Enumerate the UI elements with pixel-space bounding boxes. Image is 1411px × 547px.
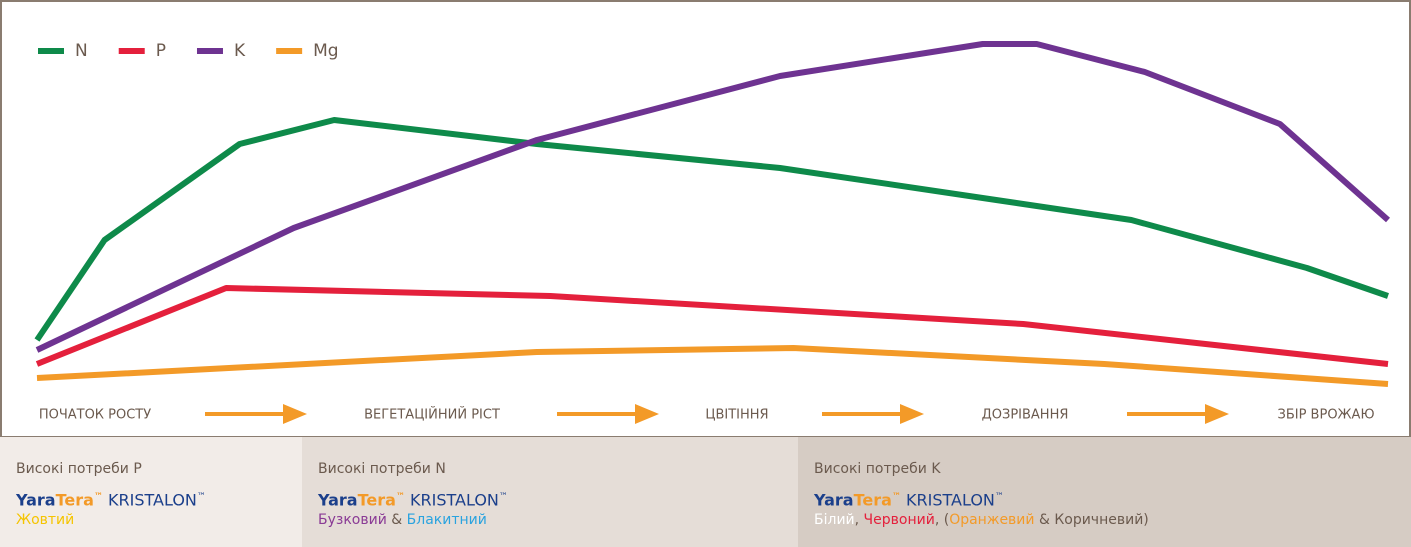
brand-kristalon: KRISTALON [108, 490, 197, 510]
brand-tm: ™ [395, 492, 405, 502]
brand-yara: Yara [814, 490, 854, 510]
brand-tera: Tera [55, 490, 94, 510]
series-line [34, 117, 1389, 342]
panel: Високі потреби N YaraTera™ KRISTALON™ Бузк… [302, 437, 798, 547]
series-line [36, 345, 1389, 387]
brand-tm: ™ [498, 492, 508, 502]
arrow-head [900, 404, 924, 424]
frame [0, 0, 1411, 437]
panel-heading: Високі потреби K [814, 461, 941, 477]
color-name: & [386, 512, 407, 529]
color-name: Білий [814, 512, 855, 529]
legend-label: N [75, 41, 88, 61]
brand: YaraTera™ KRISTALON™ [318, 487, 798, 510]
brand: YaraTera™ KRISTALON™ [16, 487, 302, 510]
color-name: Блакитний [406, 512, 487, 529]
color-line: Білий, Червоний, (Оранжевий & Коричневий… [814, 510, 1411, 530]
brand-tera: Tera [853, 490, 892, 510]
color-name: & Коричневий) [1034, 512, 1149, 529]
stage-label: ЦВІТІННЯ [705, 408, 768, 423]
panel: Високі потреби P YaraTera™ KRISTALON™ Жовт… [0, 437, 302, 547]
series-line [35, 41, 1390, 353]
brand-kristalon: KRISTALON [410, 490, 499, 510]
color-name: , ( [934, 512, 950, 529]
stage-label: ПОЧАТОК РОСТУ [39, 408, 151, 423]
color-line: Бузковий & Блакитний [318, 510, 798, 530]
brand-tm: ™ [994, 492, 1004, 502]
brand-yara: Yara [318, 490, 358, 510]
legend-label: P [156, 41, 166, 61]
brand-kristalon: KRISTALON [906, 490, 995, 510]
brand-tera: Tera [357, 490, 396, 510]
panel-heading: Високі потреби N [318, 461, 446, 477]
series-line [35, 285, 1389, 367]
color-name: Червоний [863, 512, 935, 529]
legend-label: Mg [313, 41, 338, 61]
arrow-head [283, 404, 307, 424]
stage-label: ЗБІР ВРОЖАЮ [1278, 408, 1375, 423]
color-name: , [854, 512, 864, 529]
arrow-head [635, 404, 659, 424]
brand-yara: Yara [16, 490, 56, 510]
color-line: Жовтий [16, 510, 302, 530]
stage-label: ДОЗРІВАННЯ [982, 408, 1069, 423]
color-name: Жовтий [16, 512, 75, 529]
color-name: Оранжевий [949, 512, 1035, 529]
arrow-head [1205, 404, 1229, 424]
panel-heading: Високі потреби P [16, 461, 142, 477]
panel: Високі потреби K YaraTera™ KRISTALON™ Біли… [798, 437, 1411, 547]
brand: YaraTera™ KRISTALON™ [814, 487, 1411, 510]
brand-tm: ™ [196, 492, 206, 502]
brand-tm: ™ [93, 492, 103, 502]
stage-label: ВЕГЕТАЦІЙНИЙ РІСТ [364, 407, 500, 423]
chart: N P K Mg ПОЧАТОК РОСТУ ВЕГЕТАЦІЙНИЙ РІСТ ЦВІТІ… [0, 0, 1411, 437]
color-name: Бузковий [318, 512, 387, 529]
legend-label: K [234, 41, 246, 61]
brand-tm: ™ [891, 492, 901, 502]
